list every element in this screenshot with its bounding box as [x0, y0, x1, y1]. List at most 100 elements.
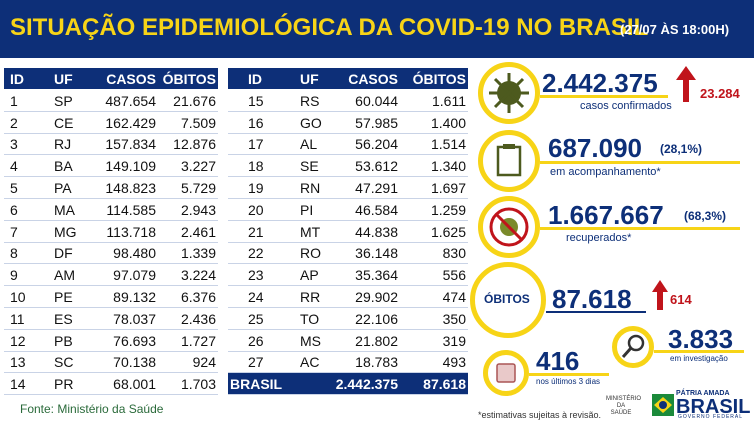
table-row [228, 221, 468, 243]
cell: 1.703 [180, 376, 216, 393]
total-row [228, 373, 468, 396]
cell: 23 [248, 267, 264, 284]
cell: MS [300, 332, 321, 349]
table-row [4, 242, 218, 265]
column-header: ID [248, 71, 262, 87]
monitoring-percent: (28,1%) [660, 142, 703, 156]
icon [489, 73, 529, 113]
cell: SC [54, 354, 74, 371]
cell: 1.611 [432, 92, 466, 109]
recovered-icon [478, 196, 540, 258]
table-row [228, 330, 468, 352]
deaths-value: 87.618 [552, 284, 632, 314]
cell: AC [300, 354, 320, 371]
cell: 70.138 [113, 354, 156, 371]
cell: RR [300, 289, 321, 305]
cell: RN [300, 180, 321, 196]
cell: 149.109 [105, 158, 156, 175]
cell: 17 [248, 136, 264, 153]
recovered-value: 1.667.667 [548, 200, 664, 230]
column-header: ID [10, 71, 24, 87]
cell: 18 [248, 158, 264, 175]
cell: 1 [10, 92, 18, 109]
cell: 5 [10, 180, 18, 196]
cell: MA [54, 201, 75, 218]
icon [496, 144, 522, 177]
column-header: CASOS [106, 71, 156, 87]
column-header: ÓBITOS [162, 71, 216, 87]
deaths-label: ÓBITOS [484, 292, 530, 306]
cell: 22.106 [355, 310, 398, 327]
table-header [4, 68, 218, 89]
column-header: ÓBITOS [412, 71, 466, 87]
cell: 1.727 [180, 332, 216, 349]
divider [540, 161, 740, 164]
cell: BRASIL [230, 376, 283, 393]
cell: 97.079 [113, 267, 156, 284]
column-header: CASOS [348, 71, 398, 87]
slogan: PÁTRIA AMADA [676, 390, 730, 397]
cell: 7 [10, 223, 18, 240]
cell: 4 [10, 158, 18, 175]
table-row [228, 133, 468, 156]
cell: 474 [442, 289, 466, 305]
table-row [228, 308, 468, 330]
cell: 8 [10, 245, 18, 262]
table-row [4, 286, 218, 308]
table-header [228, 68, 468, 89]
monitoring-label: em acompanhamento* [550, 166, 661, 178]
cell: 2 [10, 114, 18, 131]
divider [529, 373, 609, 376]
cell: 1.259 [430, 201, 466, 218]
cell: 1.339 [180, 245, 216, 262]
cell: 18.783 [355, 354, 398, 371]
recovered-percent: (68,3%) [684, 209, 727, 223]
cell: 53.612 [355, 158, 398, 175]
cell: 3.224 [180, 267, 216, 284]
cell: 1.400 [430, 114, 466, 131]
cell: 14 [10, 376, 26, 393]
cell: AP [300, 267, 319, 284]
table-row [228, 242, 468, 265]
table-row [4, 90, 218, 112]
date: (27/07 ÀS 18:00H) [620, 22, 730, 37]
source: Fonte: Ministério da Saúde [20, 402, 164, 416]
title: SITUAÇÃO EPIDEMIOLÓGICA DA COVID-19 NO B… [10, 14, 649, 41]
table-row [228, 286, 468, 308]
cell: 6 [10, 201, 18, 218]
table-row [4, 177, 218, 199]
cell: 98.480 [113, 245, 156, 262]
cell: 487.654 [105, 92, 156, 109]
table-row [4, 221, 218, 243]
header-bar [0, 0, 754, 58]
cell: DF [54, 245, 73, 262]
cell: AM [54, 267, 75, 284]
ministry-logo: MINISTÉRIO DA SAÚDE [606, 396, 642, 416]
up-arrow [652, 280, 668, 310]
table-row [4, 199, 218, 221]
table-row [4, 112, 218, 134]
cell: 27 [248, 354, 264, 371]
cell: 2.436 [180, 310, 216, 327]
cell: 12.876 [173, 136, 216, 153]
recent-value: 416 [536, 346, 580, 376]
cell: 1.625 [430, 223, 466, 240]
monitoring-value: 687.090 [548, 133, 642, 163]
divider [540, 227, 740, 230]
cell: 44.838 [355, 223, 398, 240]
clipboard-icon [478, 130, 540, 192]
cell: 113.718 [106, 223, 156, 240]
column-header: UF [54, 71, 73, 87]
cell: PI [300, 201, 314, 218]
cell: 9 [10, 267, 18, 284]
cell: 493 [442, 354, 466, 371]
cell: 87.618 [423, 376, 466, 393]
cell: 2.461 [180, 223, 216, 240]
cell: SE [300, 158, 319, 175]
cell: 60.044 [355, 92, 398, 109]
cell: 3.227 [180, 158, 216, 175]
cell: 6.376 [180, 289, 216, 305]
divider [654, 350, 744, 353]
country: BRASIL [676, 396, 751, 418]
cell: TO [300, 310, 320, 327]
